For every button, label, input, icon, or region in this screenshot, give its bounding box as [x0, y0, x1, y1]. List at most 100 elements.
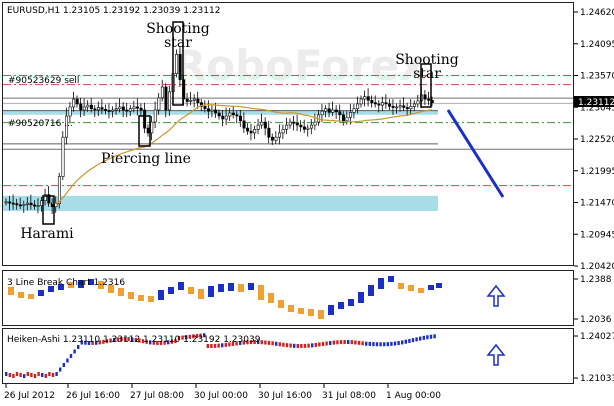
candle-bull	[256, 124, 260, 130]
heikenashi-bar	[267, 340, 271, 345]
x-tick-label: 26 Jul 16:00	[66, 391, 120, 401]
heikenashi-bar	[433, 334, 436, 339]
candle-bear	[427, 98, 431, 101]
candle-bear	[15, 203, 19, 206]
candle-bull	[210, 109, 214, 112]
candle-bear	[292, 121, 296, 124]
linebreak-bar	[78, 280, 84, 288]
pattern-label-harami: Harami	[20, 226, 74, 242]
heikenashi-bar	[343, 340, 346, 345]
heikenashi-bar	[231, 341, 235, 346]
linebreak-bar	[268, 293, 274, 303]
heikenashi-bar	[239, 340, 242, 345]
candle-bear	[93, 108, 97, 111]
candle-bull	[331, 109, 335, 113]
heikenashi-bar	[105, 339, 109, 344]
heikenashi-bar	[181, 335, 184, 340]
linebreak-bar	[158, 290, 164, 300]
heikenashi-bar	[347, 340, 350, 345]
x-tick-label: 1 Aug 00:00	[386, 391, 441, 401]
linebreak-bar	[48, 286, 54, 292]
candle-bull	[168, 91, 172, 111]
heikenashi-bar	[213, 343, 217, 348]
candle-bear	[185, 98, 189, 102]
linebreak-bar	[328, 305, 334, 315]
pattern-label-shooting-star-1-line2: star	[164, 35, 192, 51]
heikenashi-bar	[170, 339, 173, 344]
heikenashi-bar	[44, 374, 47, 378]
candle-bull	[36, 205, 40, 207]
heikenashi-bar	[332, 340, 335, 345]
candle-bull	[349, 112, 353, 118]
heikenashi-bar	[285, 343, 289, 348]
sub-y-tick-label: 1.21033	[580, 374, 614, 384]
candle-bull	[274, 136, 278, 141]
heikenashi-bar	[354, 340, 357, 345]
heikenashi-bar	[275, 341, 278, 346]
candle-bull	[380, 102, 384, 106]
y-tick-label: 1.20420	[580, 262, 614, 272]
heikenashi-bar	[102, 339, 105, 344]
heikenashi-bar	[159, 340, 163, 345]
heikenashi-bar	[260, 340, 263, 345]
candle-bear	[391, 106, 395, 108]
y-tick-label: 1.20945	[580, 230, 614, 240]
heikenashi-bar	[69, 354, 73, 358]
pattern-highlight-box	[420, 63, 432, 108]
linebreak-bar	[398, 283, 404, 289]
moving-average-line	[52, 104, 433, 205]
heikenashi-bar	[48, 372, 51, 376]
linebreak-bar	[298, 308, 304, 314]
candle-bear	[178, 54, 182, 81]
candle-bull	[72, 98, 76, 108]
zones-layer	[3, 109, 438, 211]
candle-bear	[402, 105, 406, 108]
candle-bull	[175, 54, 179, 74]
support-resistance-zone	[3, 195, 438, 211]
heikenashi-bar	[235, 341, 238, 346]
heikenashi-bar	[51, 373, 55, 377]
candle-bull	[118, 106, 122, 110]
forecast-arrow	[446, 109, 505, 198]
pattern-boxes-layer	[42, 21, 432, 225]
candle-bear	[373, 102, 377, 105]
heikenashi-bar	[329, 341, 332, 346]
candle-bear	[143, 109, 147, 129]
linebreak-bar	[168, 287, 174, 294]
candle-bear	[18, 204, 22, 207]
candle-bull	[54, 203, 58, 208]
heikenashi-bar	[188, 334, 191, 339]
linebreak-bar	[418, 288, 424, 293]
candle-bull	[260, 121, 264, 126]
heikenashi-bar	[228, 342, 231, 347]
support-resistance-zone	[3, 109, 438, 115]
candle-bear	[125, 109, 129, 112]
heikenashi-bar	[123, 337, 127, 342]
heikenashi-bar	[390, 341, 393, 346]
heikenashi-bar	[314, 342, 317, 347]
heikenashi-bar	[131, 337, 134, 342]
heikenashi-bar	[264, 340, 267, 345]
candle-bear	[47, 194, 51, 204]
candle-bull	[345, 116, 349, 122]
candle-bear	[8, 201, 12, 204]
order-label-other: #90520716 ...	[8, 119, 73, 129]
heikenashi-bar	[357, 340, 361, 345]
candle-bull	[111, 109, 115, 112]
candle-bull	[395, 106, 399, 109]
heikenashi-bar	[257, 340, 260, 345]
y-tick-label: 1.23570	[580, 72, 614, 82]
candle-bear	[267, 127, 271, 138]
y-axis-layer: 1.24620 1.24095 1.23570 1.23045 1.22520 1.219…	[574, 8, 614, 384]
heikenashi-bar	[15, 372, 19, 376]
candle-bull	[416, 100, 420, 105]
candle-bull	[150, 121, 154, 134]
candle-bear	[11, 202, 15, 205]
candles-layer	[4, 47, 434, 214]
heikenashi-bar	[41, 373, 44, 377]
heikenashi-bar	[361, 341, 364, 346]
heikenashi-bar	[336, 340, 339, 345]
heikenashi-bar	[408, 338, 411, 343]
heikenashi-bar	[8, 373, 11, 377]
pattern-label-shooting-star-2-line1: Shooting	[395, 52, 459, 68]
